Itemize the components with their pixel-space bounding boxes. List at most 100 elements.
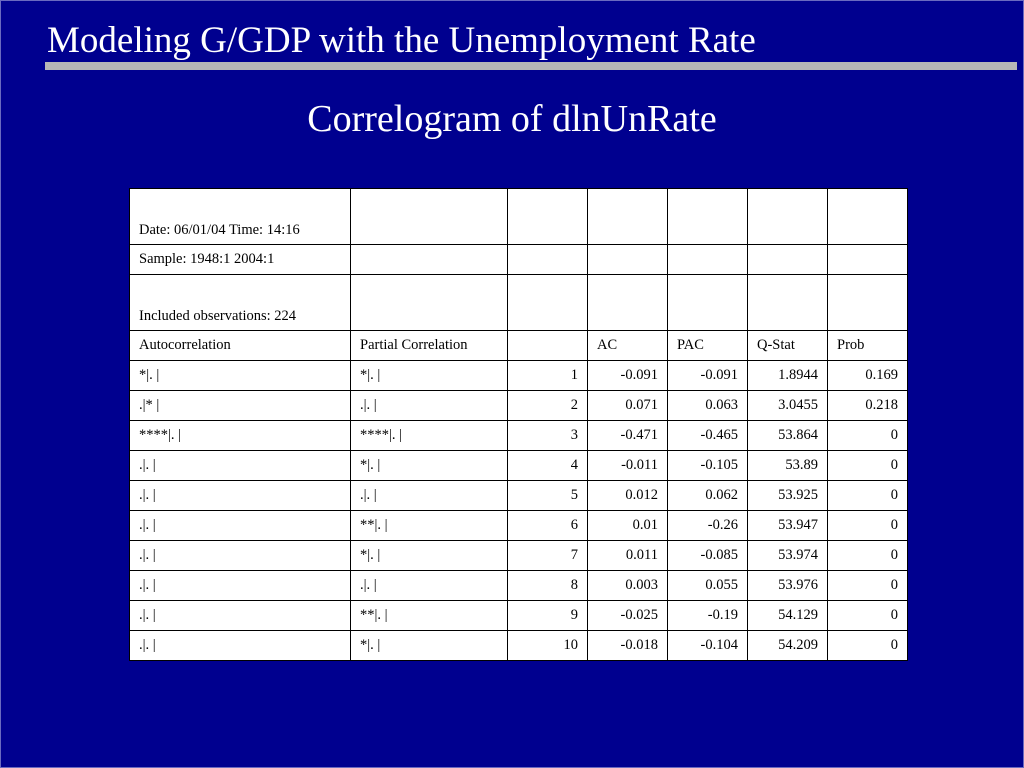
table-row: .|. | .|. | 8 0.003 0.055 53.976 0	[129, 570, 908, 601]
lag-cell: 9	[507, 600, 588, 631]
date-cell: Date: 06/01/04 Time: 14:16	[129, 188, 351, 245]
partial-correlation-bar: *|. |	[350, 540, 508, 571]
lag-cell: 2	[507, 390, 588, 421]
partial-correlation-bar: *|. |	[350, 360, 508, 391]
partial-correlation-bar: **|. |	[350, 600, 508, 631]
partial-correlation-bar: .|. |	[350, 480, 508, 511]
q-stat-cell: 3.0455	[747, 390, 828, 421]
empty-cell	[350, 188, 508, 245]
prob-cell: 0	[827, 570, 908, 601]
partial-correlation-bar: **|. |	[350, 510, 508, 541]
prob-cell: 0	[827, 540, 908, 571]
q-stat-cell: 53.864	[747, 420, 828, 451]
autocorrelation-bar: ****|. |	[129, 420, 351, 451]
lag-cell: 5	[507, 480, 588, 511]
empty-cell	[507, 274, 588, 331]
prob-cell: 0.169	[827, 360, 908, 391]
pac-cell: -0.091	[667, 360, 748, 391]
header-lag	[507, 330, 588, 361]
header-autocorrelation: Autocorrelation	[129, 330, 351, 361]
empty-cell	[667, 188, 748, 245]
autocorrelation-bar: .|. |	[129, 510, 351, 541]
prob-cell: 0	[827, 630, 908, 661]
observations-cell: Included observations: 224	[129, 274, 351, 331]
table-row: .|. | *|. | 4 -0.011 -0.105 53.89 0	[129, 450, 908, 481]
meta-row-sample: Sample: 1948:1 2004:1	[129, 244, 908, 275]
ac-cell: 0.003	[587, 570, 668, 601]
header-prob: Prob	[827, 330, 908, 361]
empty-cell	[827, 274, 908, 331]
partial-correlation-bar: .|. |	[350, 570, 508, 601]
empty-cell	[747, 244, 828, 275]
empty-cell	[587, 274, 668, 331]
slide-title: Modeling G/GDP with the Unemployment Rat…	[47, 20, 756, 61]
header-q-stat: Q-Stat	[747, 330, 828, 361]
ac-cell: 0.011	[587, 540, 668, 571]
pac-cell: 0.062	[667, 480, 748, 511]
pac-cell: -0.19	[667, 600, 748, 631]
header-partial-correlation: Partial Correlation	[350, 330, 508, 361]
empty-cell	[350, 274, 508, 331]
lag-cell: 7	[507, 540, 588, 571]
table-row: .|. | .|. | 5 0.012 0.062 53.925 0	[129, 480, 908, 511]
header-ac: AC	[587, 330, 668, 361]
ac-cell: 0.01	[587, 510, 668, 541]
lag-cell: 1	[507, 360, 588, 391]
lag-cell: 4	[507, 450, 588, 481]
q-stat-cell: 54.209	[747, 630, 828, 661]
autocorrelation-bar: .|* |	[129, 390, 351, 421]
autocorrelation-bar: *|. |	[129, 360, 351, 391]
lag-cell: 10	[507, 630, 588, 661]
ac-cell: -0.018	[587, 630, 668, 661]
autocorrelation-bar: .|. |	[129, 630, 351, 661]
table-row: ****|. | ****|. | 3 -0.471 -0.465 53.864 0	[129, 420, 908, 451]
empty-cell	[827, 244, 908, 275]
table-row: .|* | .|. | 2 0.071 0.063 3.0455 0.218	[129, 390, 908, 421]
table-row: *|. | *|. | 1 -0.091 -0.091 1.8944 0.169	[129, 360, 908, 391]
table-row: .|. | *|. | 7 0.011 -0.085 53.974 0	[129, 540, 908, 571]
q-stat-cell: 54.129	[747, 600, 828, 631]
empty-cell	[747, 274, 828, 331]
table-row: .|. | **|. | 9 -0.025 -0.19 54.129 0	[129, 600, 908, 631]
pac-cell: -0.085	[667, 540, 748, 571]
empty-cell	[667, 274, 748, 331]
lag-cell: 3	[507, 420, 588, 451]
partial-correlation-bar: ****|. |	[350, 420, 508, 451]
q-stat-cell: 53.925	[747, 480, 828, 511]
pac-cell: -0.104	[667, 630, 748, 661]
q-stat-cell: 1.8944	[747, 360, 828, 391]
slide-subtitle: Correlogram of dlnUnRate	[307, 98, 717, 140]
correlogram-table: Date: 06/01/04 Time: 14:16 Sample: 1948:…	[129, 188, 908, 661]
empty-cell	[827, 188, 908, 245]
ac-cell: 0.012	[587, 480, 668, 511]
empty-cell	[507, 244, 588, 275]
autocorrelation-bar: .|. |	[129, 570, 351, 601]
empty-cell	[350, 244, 508, 275]
partial-correlation-bar: *|. |	[350, 450, 508, 481]
ac-cell: -0.011	[587, 450, 668, 481]
table-row: .|. | *|. | 10 -0.018 -0.104 54.209 0	[129, 630, 908, 661]
prob-cell: 0	[827, 450, 908, 481]
q-stat-cell: 53.976	[747, 570, 828, 601]
pac-cell: -0.26	[667, 510, 748, 541]
ac-cell: -0.471	[587, 420, 668, 451]
prob-cell: 0	[827, 600, 908, 631]
empty-cell	[587, 188, 668, 245]
title-underline	[45, 62, 1017, 70]
meta-row-observations: Included observations: 224	[129, 274, 908, 331]
header-pac: PAC	[667, 330, 748, 361]
ac-cell: -0.091	[587, 360, 668, 391]
empty-cell	[747, 188, 828, 245]
table-row: .|. | **|. | 6 0.01 -0.26 53.947 0	[129, 510, 908, 541]
q-stat-cell: 53.947	[747, 510, 828, 541]
autocorrelation-bar: .|. |	[129, 480, 351, 511]
pac-cell: -0.465	[667, 420, 748, 451]
q-stat-cell: 53.974	[747, 540, 828, 571]
partial-correlation-bar: .|. |	[350, 390, 508, 421]
ac-cell: -0.025	[587, 600, 668, 631]
autocorrelation-bar: .|. |	[129, 540, 351, 571]
prob-cell: 0	[827, 420, 908, 451]
autocorrelation-bar: .|. |	[129, 450, 351, 481]
empty-cell	[507, 188, 588, 245]
